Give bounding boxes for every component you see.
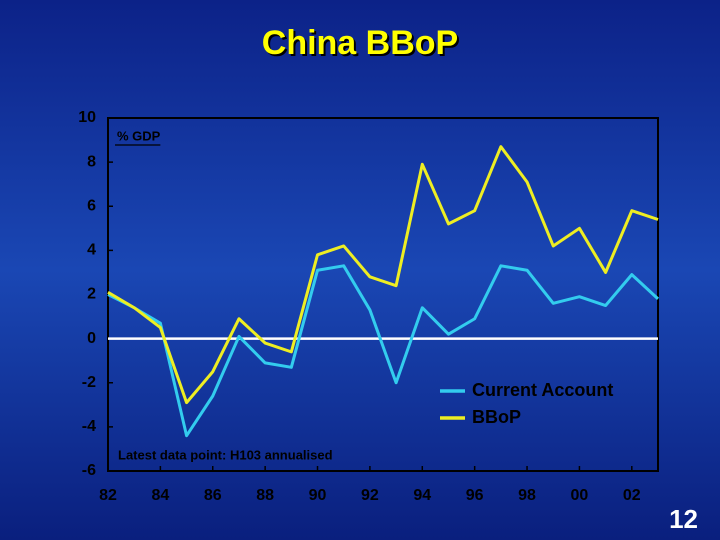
x-tick-label: 92	[361, 487, 379, 504]
x-tick-label: 96	[466, 487, 484, 504]
series-line	[107, 264, 660, 438]
x-tick-label: 82	[99, 487, 117, 504]
y-tick-label: 0	[87, 330, 96, 347]
legend-label: Current Account	[472, 380, 613, 400]
y-tick-label: 2	[87, 286, 96, 303]
y-tick-label: -4	[82, 418, 96, 435]
y-tick-label: 6	[87, 197, 96, 214]
x-tick-label: 88	[256, 487, 274, 504]
y-tick-label: 10	[78, 109, 96, 126]
x-tick-label: 84	[151, 487, 169, 504]
x-tick-label: 90	[309, 487, 327, 504]
x-tick-label: 02	[623, 487, 641, 504]
series-line	[107, 145, 659, 405]
title-shadow: China BBoP	[264, 26, 460, 64]
page-number: 12	[669, 504, 698, 534]
x-tick-label: 86	[204, 487, 222, 504]
unit-label: % GDP	[117, 128, 161, 143]
chart-title: China BBoP	[262, 24, 458, 62]
x-tick-label: 98	[518, 487, 536, 504]
annotation: Latest data point: H103 annualised	[118, 447, 333, 462]
x-tick-label: 00	[571, 487, 589, 504]
y-tick-label: -2	[82, 374, 96, 391]
y-tick-label: 4	[87, 242, 96, 259]
y-tick-label: -6	[82, 462, 96, 479]
legend-label: BBoP	[472, 407, 521, 427]
y-tick-label: 8	[87, 153, 96, 170]
x-tick-label: 94	[413, 487, 431, 504]
